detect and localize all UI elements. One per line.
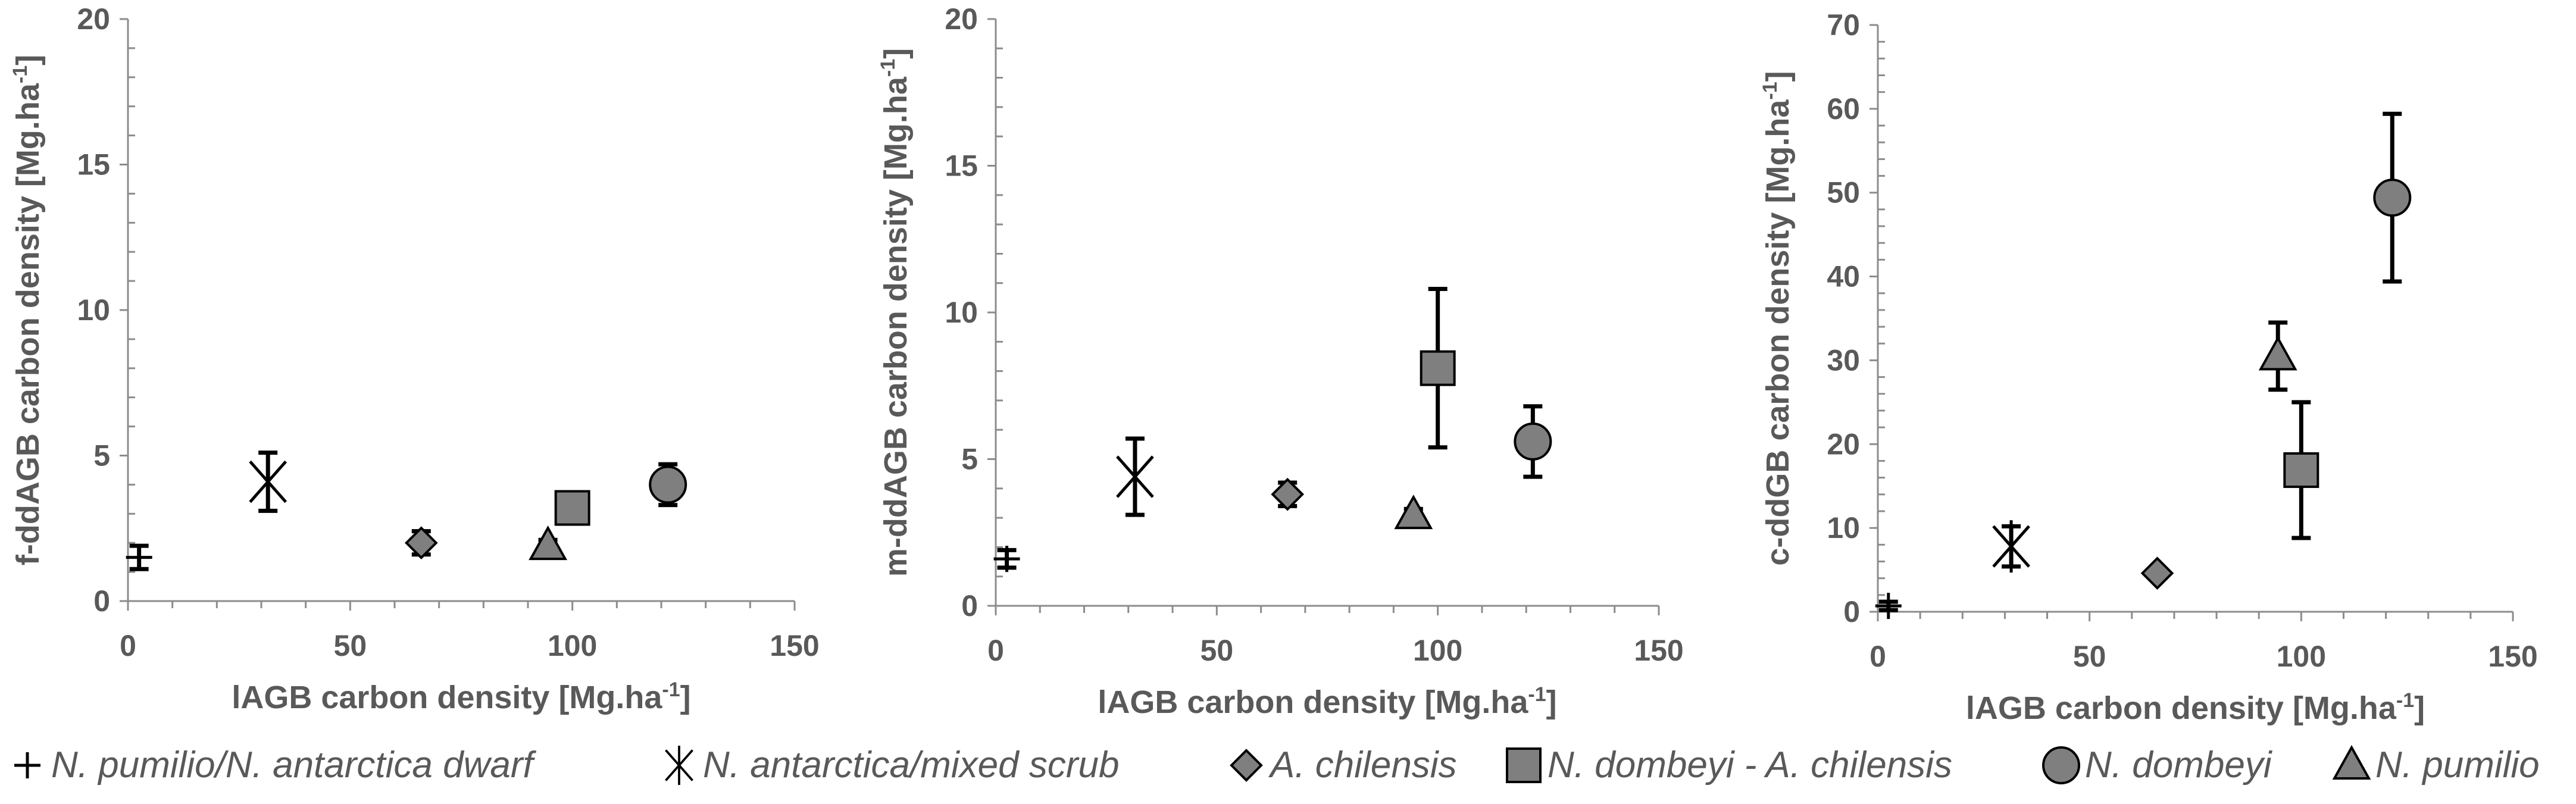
y-tick-label: 10 — [77, 293, 110, 327]
y-tick-label: 10 — [1827, 511, 1860, 545]
data-point-asterisk — [249, 455, 287, 508]
legend-label: N. dombeyi — [2085, 744, 2273, 786]
legend-item: N. dombeyi - A. chilensis — [1506, 744, 1952, 786]
y-axis-label: c-ddGB carbon density [Mg.ha-1] — [1759, 71, 1796, 565]
x-axis-label: lAGB carbon density [Mg.ha-1] — [232, 678, 690, 715]
y-tick-label: 5 — [961, 443, 978, 476]
legend-label: N. pumilio — [2375, 744, 2540, 786]
data-point-diamond — [1271, 477, 1304, 511]
legend-item: N. pumilio — [2332, 744, 2540, 786]
legend-item: N. dombeyi — [2042, 744, 2273, 786]
legend-marker-plus — [14, 752, 40, 778]
y-tick-label: 0 — [93, 584, 110, 618]
data-point-square — [1420, 350, 1456, 386]
data-point-square — [2283, 452, 2319, 488]
y-tick-label: 15 — [945, 149, 978, 183]
data-point-triangle — [1394, 495, 1433, 530]
x-tick-label: 100 — [2277, 640, 2326, 673]
legend-marker-triangle — [2332, 744, 2371, 780]
x-tick-label: 50 — [2073, 640, 2106, 673]
x-tick-label: 50 — [334, 629, 367, 662]
data-point-diamond — [404, 526, 438, 560]
y-tick-label: 10 — [945, 296, 978, 329]
x-tick-label: 150 — [770, 629, 819, 662]
data-point-triangle — [529, 525, 568, 561]
data-point-plus — [993, 546, 1020, 573]
legend: N. pumilio/N. antarctica dwarf N. antarct… — [14, 744, 2540, 786]
y-axis-label: f-ddAGB carbon density [Mg.ha-1] — [9, 55, 46, 565]
x-axis-label: lAGB carbon density [Mg.ha-1] — [1098, 683, 1556, 720]
scatter-panel-3: 0 10 20 30 40 50 60 70 0 50 100 150 lAGB carbon dens… — [1759, 8, 2538, 726]
data-point-asterisk — [1116, 451, 1154, 503]
x-tick-label: 0 — [987, 634, 1004, 667]
legend-marker-circle — [2042, 746, 2080, 784]
data-point-plus — [1875, 593, 1902, 620]
data-point-asterisk — [1992, 520, 2030, 573]
legend-label: N. antarctica/mixed scrub — [703, 744, 1119, 786]
data-point-circle — [649, 465, 687, 504]
y-tick-label: 60 — [1827, 92, 1860, 126]
scatter-panel-2: 0 5 10 15 20 0 50 100 150 lAGB carbon density [Mg… — [877, 2, 1684, 720]
x-tick-label: 100 — [1413, 634, 1462, 667]
y-tick-label: 20 — [1827, 427, 1860, 461]
legend-item: N. pumilio/N. antarctica dwarf — [14, 744, 536, 786]
y-tick-label: 15 — [77, 148, 110, 182]
y-tick-label: 30 — [1827, 343, 1860, 377]
data-point-diamond — [2140, 556, 2174, 590]
legend-label: N. dombeyi - A. chilensis — [1548, 744, 1952, 786]
legend-marker-asterisk — [665, 746, 693, 785]
data-point-square — [554, 490, 590, 526]
y-tick-label: 20 — [945, 2, 978, 36]
y-tick-label: 5 — [93, 439, 110, 473]
legend-label: N. pumilio/N. antarctica dwarf — [51, 744, 536, 786]
x-axis-label: lAGB carbon density [Mg.ha-1] — [1966, 689, 2425, 726]
data-point-triangle — [2258, 336, 2297, 371]
legend-marker-square — [1506, 747, 1542, 783]
x-tick-label: 150 — [2488, 640, 2537, 673]
legend-label: A. chilensis — [1268, 744, 1457, 786]
legend-item: A. chilensis — [1230, 744, 1457, 786]
data-point-circle — [1514, 422, 1552, 461]
x-tick-label: 150 — [1634, 634, 1683, 667]
y-tick-label: 70 — [1827, 8, 1860, 42]
data-point-plus — [126, 544, 152, 571]
data-point-circle — [2373, 179, 2412, 217]
x-tick-label: 0 — [120, 629, 136, 662]
legend-marker-diamond — [1230, 749, 1263, 782]
x-tick-label: 50 — [1201, 634, 1234, 667]
y-tick-label: 40 — [1827, 260, 1860, 293]
x-tick-label: 100 — [548, 629, 597, 662]
scatter-panel-1: 0 5 10 15 20 0 50 100 150 lAGB carbon density [Mg… — [9, 2, 820, 715]
y-axis-label: m-ddAGB carbon density [Mg.ha-1] — [877, 48, 914, 577]
legend-item: N. antarctica/mixed scrub — [665, 744, 1119, 786]
y-tick-label: 0 — [1843, 595, 1860, 628]
y-tick-label: 50 — [1827, 176, 1860, 209]
y-tick-label: 0 — [961, 589, 978, 622]
x-tick-label: 0 — [1870, 640, 1886, 673]
y-tick-label: 20 — [77, 2, 110, 36]
